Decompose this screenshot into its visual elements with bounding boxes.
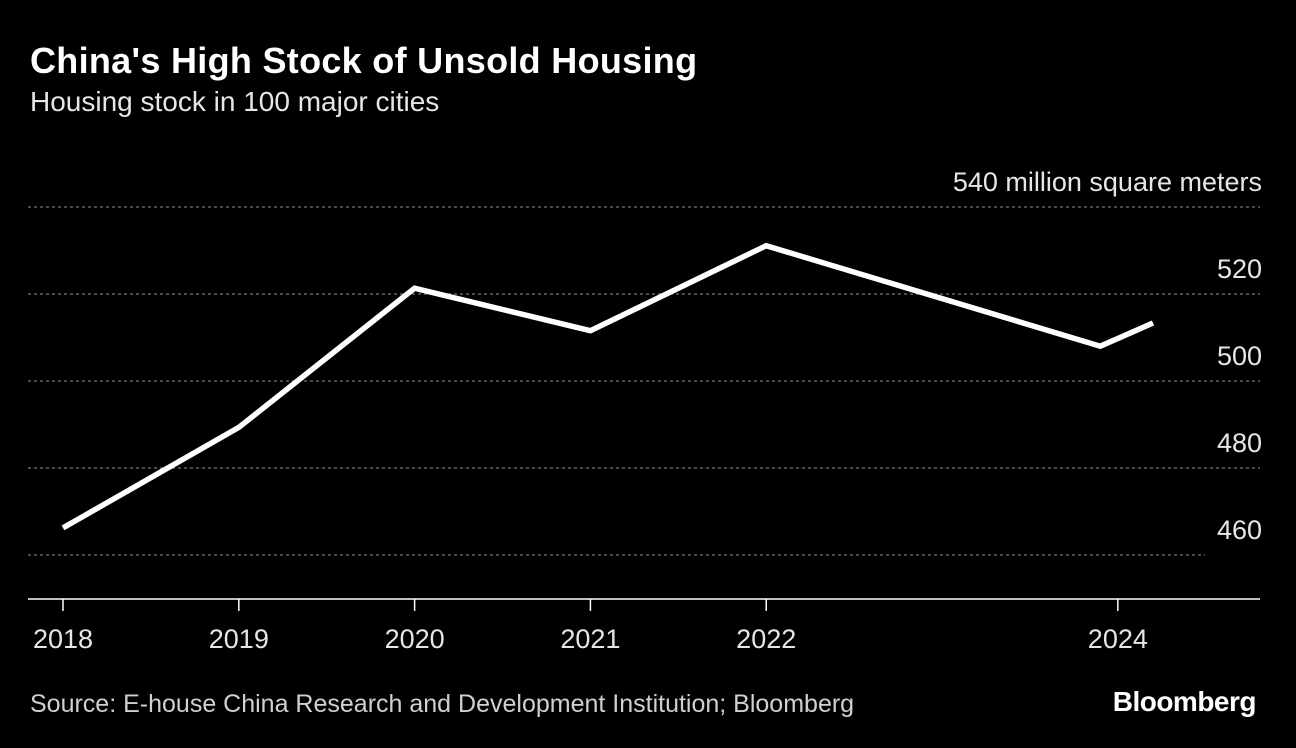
line-chart: 460 480 500 520 540 million square meters 20…: [28, 167, 1262, 654]
x-tick-label-2019: 2019: [209, 624, 269, 654]
source-note: Source: E-house China Research and Devel…: [30, 690, 855, 718]
y-tick-labels: 460 480 500 520 540 million square meters: [953, 167, 1262, 545]
series-layer: [61, 242, 1155, 531]
x-tick-label-2021: 2021: [560, 624, 620, 654]
chart-subtitle: Housing stock in 100 major cities: [30, 86, 440, 117]
grid-layer: [28, 206, 1260, 556]
x-tick-layer: 2018 2019 2020 2021 2022 2024: [33, 599, 1148, 654]
bloomberg-logo: Bloomberg: [1112, 686, 1257, 717]
x-tick-label-2018: 2018: [33, 624, 93, 654]
chart-title: China's High Stock of Unsold Housing: [30, 40, 698, 81]
x-tick-label-2020: 2020: [385, 624, 445, 654]
y-tick-label-540: 540 million square meters: [953, 167, 1262, 197]
y-tick-label-460: 460: [1217, 515, 1262, 545]
x-tick-label-2024: 2024: [1088, 624, 1148, 654]
y-tick-label-520: 520: [1217, 254, 1262, 284]
y-tick-label-500: 500: [1217, 341, 1262, 371]
y-tick-label-480: 480: [1217, 428, 1262, 458]
series-line-0: [61, 242, 1155, 531]
x-tick-label-2022: 2022: [736, 624, 796, 654]
